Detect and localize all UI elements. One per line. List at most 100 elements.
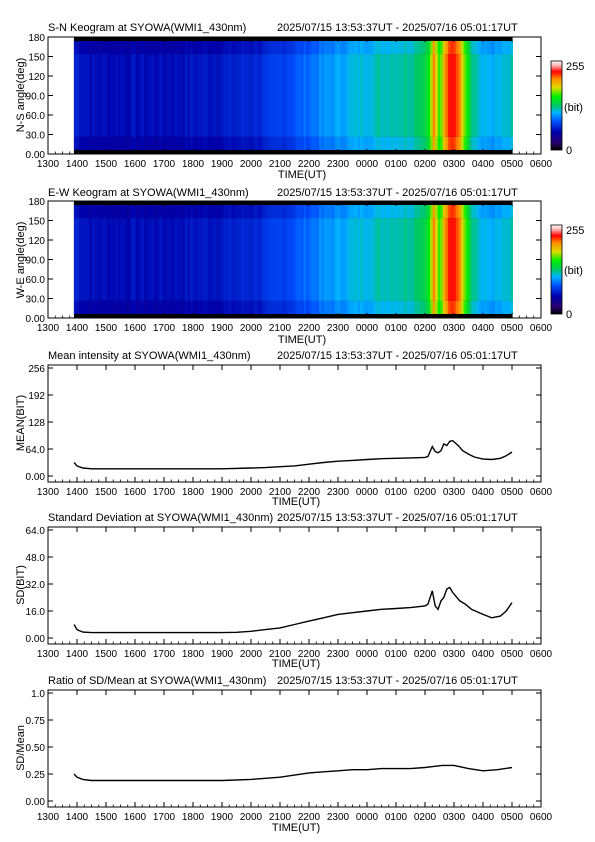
keogram-cell <box>280 54 284 137</box>
x-tick-label: 2000 <box>240 812 263 823</box>
sn-keogram-image <box>48 37 541 154</box>
keogram-cell <box>411 205 415 219</box>
keogram-cell <box>102 205 106 219</box>
keogram-cell <box>329 54 333 137</box>
keogram-cell <box>244 300 248 314</box>
keogram-cell <box>435 218 439 301</box>
keogram-cell <box>239 54 243 137</box>
keogram-cell <box>460 218 464 301</box>
keogram-cell <box>133 41 137 55</box>
keogram-cell <box>179 300 183 314</box>
keogram-cell <box>231 136 235 150</box>
keogram-cell <box>365 41 369 55</box>
keogram-cell <box>99 41 103 55</box>
y-tick-label: 0.50 <box>26 743 46 754</box>
keogram-cell <box>259 300 263 314</box>
sn-keogram-panel: S-N Keogram at SYOWA(WMI1_430nm) 2025/07… <box>15 22 584 181</box>
keogram-cell <box>104 54 108 137</box>
keogram-cell <box>448 136 452 150</box>
keogram-cell <box>411 218 415 301</box>
keogram-cell <box>326 136 330 150</box>
keogram-cell <box>125 300 129 314</box>
keogram-cell <box>507 205 511 219</box>
keogram-cell <box>324 218 328 301</box>
keogram-cell <box>360 300 364 314</box>
keogram-cell <box>383 218 387 301</box>
keogram-cell <box>373 205 377 219</box>
keogram-cell <box>241 205 245 219</box>
keogram-cell <box>484 41 488 55</box>
keogram-cell <box>115 300 119 314</box>
keogram-cell <box>350 54 354 137</box>
keogram-cell <box>228 218 232 301</box>
keogram-cell <box>396 205 400 219</box>
keogram-cell <box>481 205 485 219</box>
keogram-cell <box>303 54 307 137</box>
keogram-cell <box>239 300 243 314</box>
keogram-cell <box>352 54 356 137</box>
keogram-cell <box>463 205 467 219</box>
keogram-cell <box>125 205 129 219</box>
keogram-cell <box>236 300 240 314</box>
keogram-cell <box>228 41 232 55</box>
keogram-cell <box>388 54 392 137</box>
keogram-cell <box>133 205 137 219</box>
keogram-cell <box>259 41 263 55</box>
keogram-cell <box>448 218 452 301</box>
keogram-cell <box>282 41 286 55</box>
keogram-cell <box>355 300 359 314</box>
keogram-cell <box>479 54 483 137</box>
x-tick-label: 0100 <box>385 487 408 498</box>
keogram-cell <box>264 136 268 150</box>
keogram-cell <box>192 300 196 314</box>
keogram-cell <box>476 205 480 219</box>
keogram-cell <box>339 41 343 55</box>
keogram-cell <box>280 41 284 55</box>
keogram-cell <box>277 205 281 219</box>
keogram-cell <box>282 218 286 301</box>
keogram-cell <box>393 41 397 55</box>
keogram-cell <box>497 136 501 150</box>
keogram-cell <box>324 205 328 219</box>
keogram-cell <box>321 218 325 301</box>
keogram-cell <box>218 136 222 150</box>
keogram-cell <box>368 205 372 219</box>
keogram-cell <box>94 300 98 314</box>
keogram-cell <box>187 54 191 137</box>
keogram-cell <box>174 136 178 150</box>
keogram-cell <box>458 136 462 150</box>
keogram-cell <box>326 41 330 55</box>
keogram-cell <box>414 218 418 301</box>
keogram-cell <box>399 218 403 301</box>
x-tick-label: 1900 <box>211 159 234 170</box>
keogram-cell <box>213 300 217 314</box>
keogram-cell <box>337 218 341 301</box>
sn-keogram-xlabel: TIME(UT) <box>278 169 326 181</box>
keogram-cell <box>453 205 457 219</box>
keogram-cell <box>375 136 379 150</box>
keogram-cell <box>122 54 126 137</box>
x-tick-label: 0300 <box>443 812 466 823</box>
keogram-cell <box>99 136 103 150</box>
keogram-cell <box>182 54 186 137</box>
keogram-cell <box>210 136 214 150</box>
keogram-cell <box>210 218 214 301</box>
keogram-cell <box>161 136 165 150</box>
keogram-cell <box>146 218 150 301</box>
keogram-cell <box>99 54 103 137</box>
keogram-cell <box>110 54 114 137</box>
keogram-cell <box>120 205 124 219</box>
keogram-cell <box>460 54 464 137</box>
keogram-cell <box>79 300 83 314</box>
keogram-cell <box>84 300 88 314</box>
keogram-cell <box>406 136 410 150</box>
x-tick-label: 2200 <box>298 812 321 823</box>
keogram-cell <box>285 136 289 150</box>
x-tick-label: 0300 <box>443 487 466 498</box>
x-tick-label: 0000 <box>356 323 379 334</box>
keogram-cell <box>424 41 428 55</box>
keogram-cell <box>479 136 483 150</box>
keogram-cell <box>120 136 124 150</box>
keogram-cell <box>117 205 121 219</box>
keogram-cell <box>458 54 462 137</box>
